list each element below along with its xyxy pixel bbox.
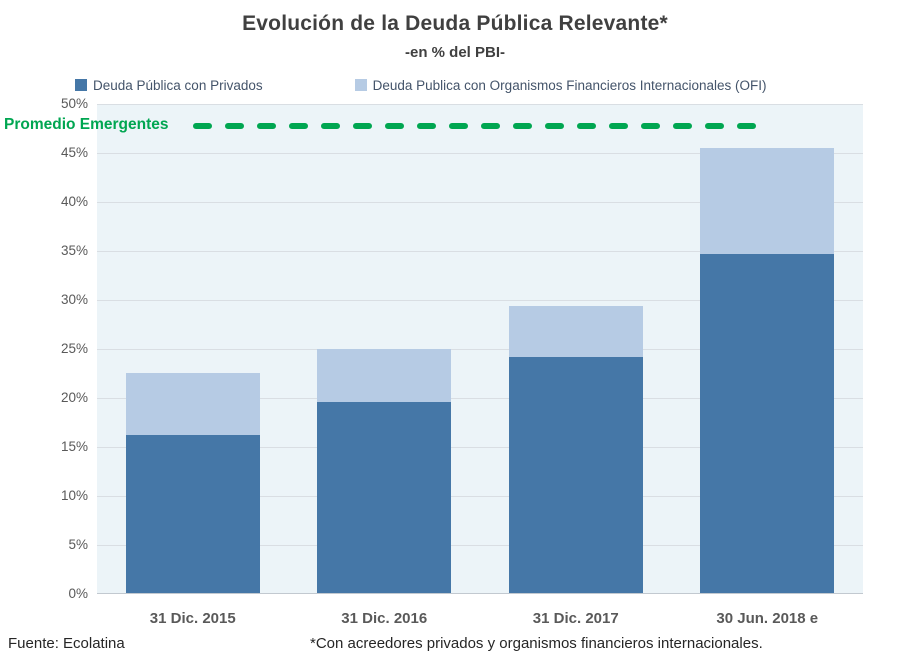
bar-segment-privados	[125, 435, 260, 594]
reference-dash	[353, 122, 372, 129]
y-tick-label: 25%	[60, 341, 88, 356]
legend-swatch-icon	[75, 79, 87, 91]
chart-title: Evolución de la Deuda Pública Relevante*	[242, 12, 668, 35]
reference-dash	[321, 122, 340, 129]
legend-swatch-icon	[354, 79, 367, 91]
gridline	[97, 153, 863, 154]
reference-dash	[385, 122, 404, 129]
x-axis-label: 31 Dic. 2015	[149, 610, 236, 627]
reference-dash	[705, 122, 724, 129]
bar-segment-privados	[317, 401, 452, 594]
reference-dash	[641, 122, 660, 129]
legend-item-0: Deuda Pública con Privados	[75, 78, 263, 93]
reference-dash	[737, 122, 756, 129]
y-tick-label: 15%	[60, 439, 88, 454]
gridline	[97, 398, 863, 399]
gridline	[97, 104, 863, 105]
footer-source: Fuente: Ecolatina	[8, 635, 125, 652]
gridline	[97, 496, 863, 497]
bar-segment-privados	[508, 356, 643, 594]
y-tick-label: 20%	[60, 390, 88, 405]
reference-dash	[609, 122, 628, 129]
reference-dash	[481, 122, 500, 129]
chart-subtitle: -en % del PBI-	[404, 44, 505, 61]
reference-line-label: Promedio Emergentes	[4, 115, 169, 133]
reference-dash	[513, 122, 532, 129]
gridline	[97, 300, 863, 301]
legend-label: Deuda Publica con Organismos Financieros…	[372, 77, 767, 93]
plot-area	[97, 104, 863, 594]
y-tick-label: 5%	[68, 537, 88, 552]
y-tick-label: 45%	[60, 145, 88, 160]
y-tick-label: 50%	[60, 96, 88, 111]
y-tick-label: 30%	[60, 292, 88, 307]
reference-dash	[577, 122, 596, 129]
y-tick-label: 35%	[60, 243, 88, 258]
gridline	[97, 349, 863, 350]
legend-item-1: Deuda Publica con Organismos Financieros…	[354, 77, 767, 93]
reference-dash	[673, 122, 692, 129]
reference-dash	[417, 122, 436, 129]
reference-dash	[193, 122, 212, 129]
bar-segment-ofi	[508, 305, 643, 357]
y-tick-label: 0%	[68, 586, 88, 601]
gridline	[97, 202, 863, 203]
bar-segment-ofi	[700, 148, 835, 254]
y-tick-label: 40%	[60, 194, 88, 209]
reference-dash	[225, 122, 244, 129]
x-axis-line	[97, 593, 863, 594]
legend-label: Deuda Pública con Privados	[93, 77, 263, 93]
bar-segment-privados	[700, 253, 835, 594]
x-axis-label: 30 Jun. 2018 e	[716, 610, 819, 627]
reference-dash	[257, 122, 276, 129]
reference-dash	[545, 122, 564, 129]
reference-dash	[449, 122, 468, 129]
x-axis-label: 31 Dic. 2016	[341, 610, 428, 627]
bar-segment-ofi	[125, 372, 260, 436]
footer-note: *Con acreedores privados y organismos fi…	[310, 635, 763, 652]
legend: Deuda Pública con Privados Deuda Publica …	[75, 74, 910, 96]
gridline	[97, 545, 863, 546]
y-tick-label: 10%	[60, 488, 88, 503]
reference-line	[193, 122, 768, 129]
gridline	[97, 251, 863, 252]
reference-dash	[289, 122, 308, 129]
gridline	[97, 447, 863, 448]
bar-segment-ofi	[317, 349, 452, 402]
x-axis-label: 31 Dic. 2017	[532, 610, 619, 627]
